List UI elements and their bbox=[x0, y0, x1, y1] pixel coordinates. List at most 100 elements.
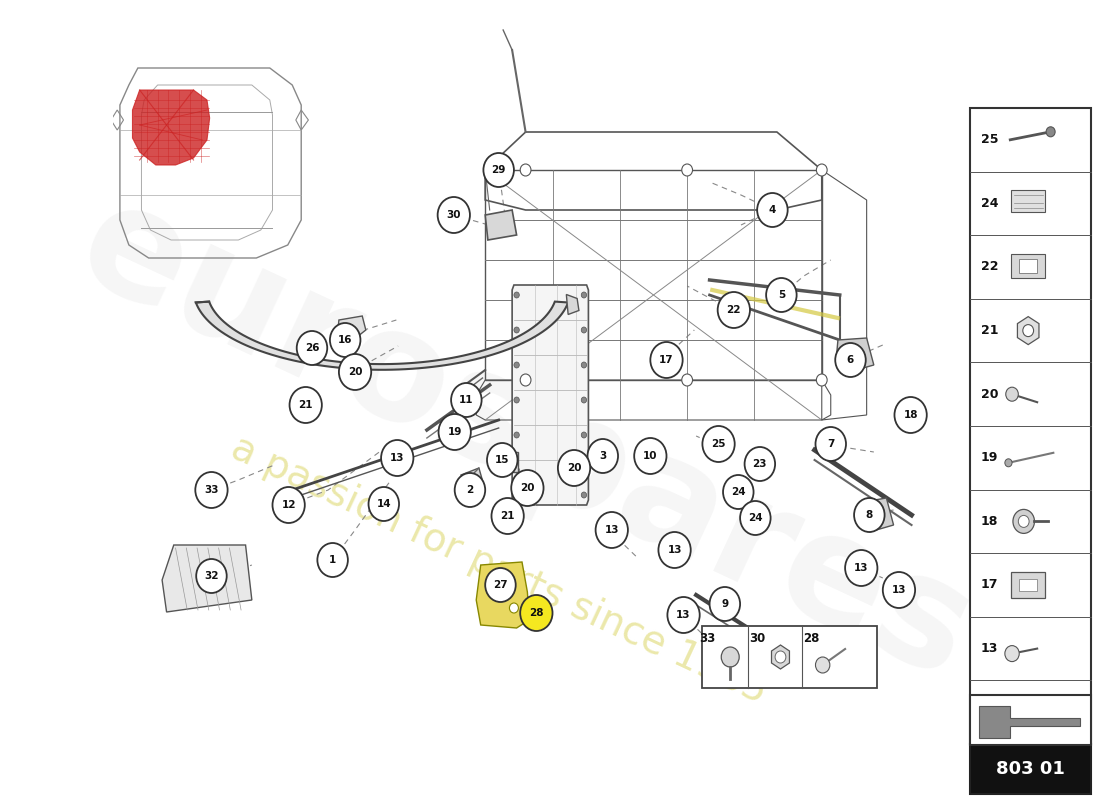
Circle shape bbox=[196, 559, 227, 593]
Circle shape bbox=[1005, 458, 1012, 467]
Circle shape bbox=[520, 374, 531, 386]
Polygon shape bbox=[461, 468, 485, 500]
Polygon shape bbox=[979, 706, 1080, 738]
Circle shape bbox=[581, 327, 586, 333]
Circle shape bbox=[483, 153, 514, 187]
Circle shape bbox=[581, 362, 586, 368]
Text: 2: 2 bbox=[466, 485, 474, 495]
Text: 15: 15 bbox=[495, 455, 509, 465]
Circle shape bbox=[196, 472, 228, 508]
Circle shape bbox=[595, 512, 628, 548]
Text: 20: 20 bbox=[981, 388, 999, 401]
Polygon shape bbox=[337, 316, 366, 342]
Circle shape bbox=[451, 383, 482, 417]
Circle shape bbox=[381, 440, 414, 476]
Text: 13: 13 bbox=[676, 610, 691, 620]
Circle shape bbox=[1019, 515, 1030, 527]
Text: 17: 17 bbox=[981, 578, 999, 591]
Circle shape bbox=[682, 374, 693, 386]
Circle shape bbox=[297, 331, 327, 365]
Circle shape bbox=[514, 292, 519, 298]
Polygon shape bbox=[476, 562, 529, 628]
Circle shape bbox=[710, 587, 740, 621]
Circle shape bbox=[723, 475, 754, 509]
Circle shape bbox=[854, 498, 884, 532]
Text: 12: 12 bbox=[981, 706, 999, 718]
Circle shape bbox=[816, 164, 827, 176]
Circle shape bbox=[581, 467, 586, 473]
FancyBboxPatch shape bbox=[1020, 259, 1037, 273]
Text: 30: 30 bbox=[447, 210, 461, 220]
Circle shape bbox=[273, 487, 305, 523]
Circle shape bbox=[454, 390, 463, 400]
Circle shape bbox=[845, 550, 878, 586]
Circle shape bbox=[520, 164, 531, 176]
FancyBboxPatch shape bbox=[970, 744, 1091, 794]
Circle shape bbox=[487, 443, 517, 477]
Circle shape bbox=[757, 193, 788, 227]
FancyBboxPatch shape bbox=[970, 695, 1091, 745]
FancyBboxPatch shape bbox=[1011, 572, 1045, 598]
Circle shape bbox=[514, 362, 519, 368]
Circle shape bbox=[581, 492, 586, 498]
Text: 7: 7 bbox=[827, 439, 835, 449]
Text: 21: 21 bbox=[298, 400, 312, 410]
Text: 5: 5 bbox=[778, 290, 785, 300]
Circle shape bbox=[740, 501, 771, 535]
Circle shape bbox=[1013, 510, 1034, 534]
Circle shape bbox=[368, 487, 399, 521]
Text: 29: 29 bbox=[492, 165, 506, 175]
Circle shape bbox=[318, 543, 348, 577]
Circle shape bbox=[514, 467, 519, 473]
Circle shape bbox=[776, 651, 785, 663]
Text: 24: 24 bbox=[748, 513, 762, 523]
Text: 22: 22 bbox=[727, 305, 741, 315]
Text: 13: 13 bbox=[605, 525, 619, 535]
Circle shape bbox=[439, 414, 471, 450]
Text: 21: 21 bbox=[981, 324, 999, 337]
Circle shape bbox=[717, 292, 750, 328]
Circle shape bbox=[745, 447, 776, 481]
Circle shape bbox=[581, 432, 586, 438]
Circle shape bbox=[1023, 325, 1034, 337]
FancyBboxPatch shape bbox=[1020, 579, 1037, 591]
Circle shape bbox=[514, 397, 519, 403]
Text: 8: 8 bbox=[866, 510, 873, 520]
Text: 13: 13 bbox=[854, 563, 869, 573]
Polygon shape bbox=[485, 210, 517, 240]
Text: 28: 28 bbox=[803, 631, 820, 645]
Text: 16: 16 bbox=[338, 335, 352, 345]
Circle shape bbox=[512, 470, 543, 506]
Text: 21: 21 bbox=[500, 511, 515, 521]
Circle shape bbox=[659, 532, 691, 568]
Text: 28: 28 bbox=[529, 608, 543, 618]
Text: 19: 19 bbox=[448, 427, 462, 437]
Circle shape bbox=[635, 438, 667, 474]
Text: 25: 25 bbox=[712, 439, 726, 449]
Circle shape bbox=[703, 426, 735, 462]
Circle shape bbox=[485, 568, 516, 602]
Text: 14: 14 bbox=[376, 499, 392, 509]
Text: 17: 17 bbox=[659, 355, 674, 365]
Text: 22: 22 bbox=[981, 261, 999, 274]
Polygon shape bbox=[771, 645, 790, 669]
Circle shape bbox=[514, 327, 519, 333]
Text: 24: 24 bbox=[732, 487, 746, 497]
Text: 27: 27 bbox=[493, 580, 508, 590]
FancyBboxPatch shape bbox=[1011, 190, 1045, 212]
Circle shape bbox=[1005, 646, 1020, 662]
Polygon shape bbox=[196, 302, 568, 370]
Circle shape bbox=[766, 278, 796, 312]
Circle shape bbox=[1006, 708, 1023, 726]
Polygon shape bbox=[864, 498, 893, 532]
Circle shape bbox=[514, 492, 519, 498]
Circle shape bbox=[502, 458, 508, 466]
Polygon shape bbox=[162, 545, 252, 612]
Text: 23: 23 bbox=[752, 459, 767, 469]
FancyBboxPatch shape bbox=[1011, 254, 1045, 278]
Circle shape bbox=[492, 498, 524, 534]
Text: 6: 6 bbox=[847, 355, 854, 365]
FancyBboxPatch shape bbox=[492, 452, 518, 472]
Text: 11: 11 bbox=[459, 395, 474, 405]
Circle shape bbox=[1011, 714, 1019, 722]
